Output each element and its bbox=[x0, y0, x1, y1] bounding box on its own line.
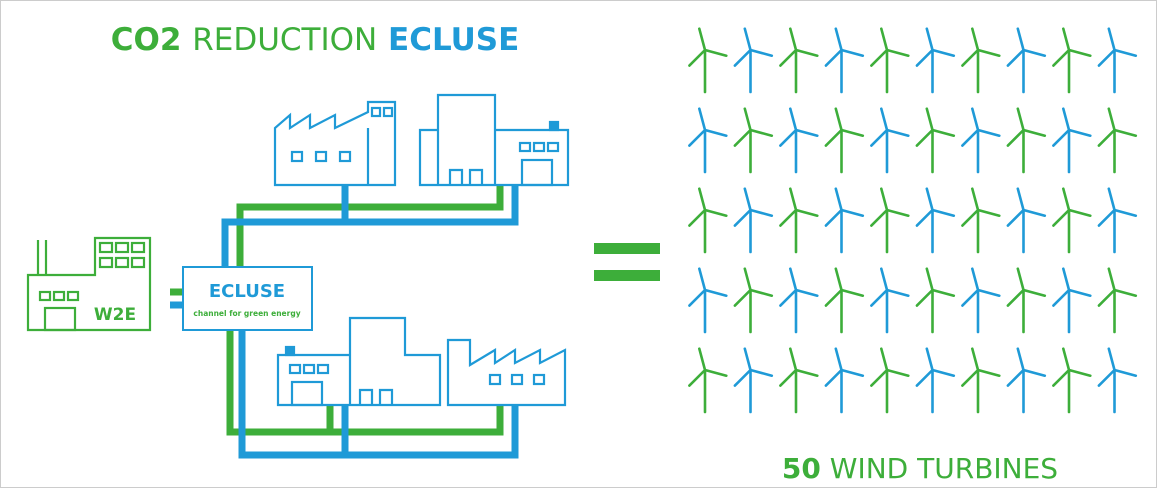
hub-tagline: channel for green energy bbox=[193, 309, 300, 318]
title-middle: REDUCTION bbox=[192, 22, 377, 58]
infographic: CO2 REDUCTION ECLUSE W2E ECLUSE channel … bbox=[0, 0, 1157, 488]
hub-name: ECLUSE bbox=[209, 281, 285, 302]
source-label: W2E bbox=[94, 305, 136, 325]
title: CO2 REDUCTION ECLUSE bbox=[111, 22, 520, 58]
result: 50 WIND TURBINES bbox=[782, 452, 1058, 485]
frame bbox=[1, 1, 1157, 488]
result-count: 50 bbox=[782, 452, 821, 485]
result-label: WIND TURBINES bbox=[830, 452, 1058, 485]
title-brand: ECLUSE bbox=[388, 22, 519, 58]
title-lead: CO2 bbox=[111, 22, 182, 58]
